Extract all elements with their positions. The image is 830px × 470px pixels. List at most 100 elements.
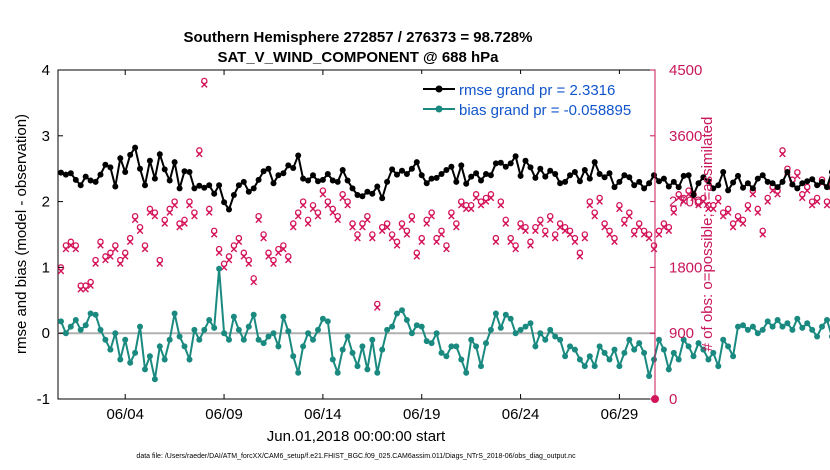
- obs-assimilated-point: [413, 253, 421, 260]
- bias-series-line: [60, 268, 830, 380]
- rmse-point: [418, 172, 425, 179]
- obs-assimilated-point: [438, 231, 445, 238]
- obs-assimilated-stroke: [611, 238, 618, 246]
- rmse-point: [690, 192, 697, 198]
- bias-point: [334, 369, 341, 376]
- obs-assimilated-stroke: [280, 245, 287, 253]
- obs-assimilated-point: [334, 216, 342, 224]
- obs-assimilated-point: [794, 172, 801, 180]
- rmse-point: [285, 162, 292, 169]
- obs-possible-point: [418, 234, 425, 242]
- bias-point: [399, 307, 405, 314]
- obs-assimilated-point: [131, 216, 139, 224]
- rmse-point: [221, 199, 228, 206]
- bias-point: [660, 346, 667, 353]
- obs-possible-point: [245, 256, 253, 264]
- obs-assimilated-point: [210, 231, 218, 238]
- bias-point: [408, 330, 415, 337]
- bias-point: [463, 369, 470, 376]
- bias-point: [522, 323, 529, 330]
- obs-possible-point: [635, 220, 643, 227]
- obs-assimilated-point: [388, 234, 396, 242]
- rmse-point: [72, 176, 79, 183]
- obs-possible-point: [383, 220, 391, 227]
- bias-point: [290, 353, 297, 360]
- obs-assimilated-point: [601, 223, 608, 231]
- obs-assimilated-stroke: [546, 216, 554, 224]
- obs-assimilated-point: [181, 220, 188, 227]
- obs-assimilated-stroke: [685, 190, 692, 198]
- bias-point: [492, 310, 499, 317]
- obs-assimilated-point: [299, 201, 307, 209]
- rmse-point: [216, 182, 223, 189]
- obs-assimilated-point: [808, 201, 816, 209]
- bias-point: [537, 330, 544, 337]
- obs-assimilated-stroke: [235, 238, 243, 246]
- bias-point: [240, 336, 247, 343]
- obs-assimilated-stroke: [200, 81, 208, 88]
- right-y-tick-label: 0: [669, 391, 677, 408]
- obs-possible-point: [215, 245, 223, 253]
- obs-assimilated-point: [275, 249, 282, 257]
- rmse-point: [784, 169, 791, 175]
- bias-point: [82, 322, 89, 329]
- obs-possible-point: [561, 223, 569, 231]
- bias-point: [744, 326, 751, 333]
- bias-point: [478, 363, 484, 370]
- obs-possible-point: [670, 205, 678, 213]
- obs-assimilated-point: [428, 212, 435, 220]
- obs-count-layer: [57, 77, 830, 403]
- obs-possible-point: [537, 216, 544, 224]
- bias-point: [211, 324, 218, 331]
- obs-assimilated-point: [324, 201, 332, 209]
- rmse-point: [487, 172, 494, 179]
- obs-assimilated-stroke: [67, 242, 75, 249]
- bias-point: [700, 346, 707, 353]
- obs-possible-point: [67, 238, 75, 246]
- bias-point: [591, 363, 598, 370]
- obs-possible-point: [423, 216, 430, 224]
- obs-assimilated-stroke: [556, 223, 564, 231]
- obs-possible-point: [275, 245, 282, 253]
- bias-point: [502, 311, 509, 318]
- obs-possible-point: [512, 242, 519, 249]
- obs-assimilated-stroke: [724, 209, 732, 216]
- rmse-point: [715, 182, 722, 189]
- rmse-point: [339, 167, 346, 173]
- obs-assimilated-stroke: [299, 201, 307, 209]
- bias-point: [448, 343, 455, 350]
- rmse-point: [107, 164, 114, 171]
- obs-possible-point: [413, 249, 421, 257]
- legend: rmse grand pr = 2.3316 bias grand pr = -…: [418, 74, 648, 120]
- obs-assimilated-point: [354, 234, 361, 242]
- bias-point: [87, 310, 94, 317]
- bias-point: [374, 369, 381, 376]
- obs-assimilated-point: [472, 194, 480, 202]
- obs-possible-point: [556, 220, 564, 227]
- rmse-point: [245, 188, 252, 195]
- obs-assimilated-point: [764, 198, 771, 205]
- rmse-point: [463, 180, 470, 187]
- bias-point: [695, 340, 702, 347]
- rmse-point: [799, 180, 806, 187]
- obs-assimilated-stroke: [205, 209, 213, 216]
- bias-point: [824, 317, 830, 323]
- obs-assimilated-point: [329, 209, 337, 216]
- bias-point: [571, 346, 578, 353]
- bias-point: [784, 320, 791, 327]
- obs-assimilated-point: [685, 190, 692, 198]
- bias-point: [196, 336, 203, 343]
- obs-possible-point: [660, 220, 668, 227]
- obs-assimilated-stroke: [734, 216, 742, 224]
- obs-possible-point: [235, 234, 243, 242]
- obs-assimilated-point: [700, 198, 707, 205]
- obs-possible-point: [176, 220, 183, 227]
- obs-assimilated-point: [457, 201, 465, 209]
- rmse-point: [586, 175, 593, 182]
- obs-assimilated-point: [200, 81, 208, 88]
- bias-point: [433, 330, 440, 337]
- obs-assimilated-point: [665, 227, 673, 235]
- obs-possible-point: [700, 194, 707, 202]
- obs-possible-point: [477, 198, 485, 205]
- obs-assimilated-stroke: [166, 209, 173, 216]
